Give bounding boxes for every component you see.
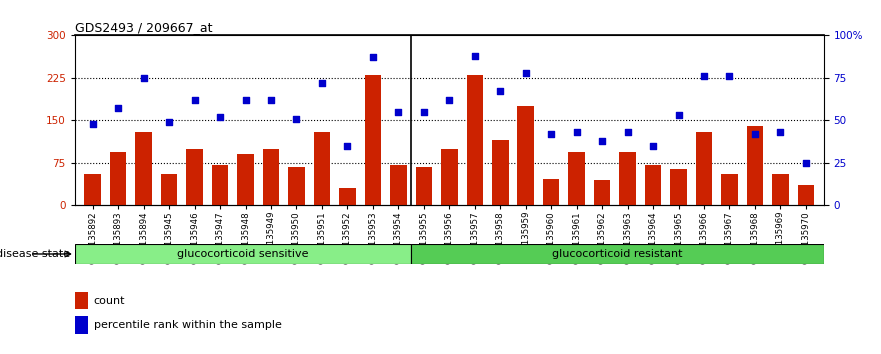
Point	[85, 121, 100, 127]
Point	[391, 109, 405, 115]
Bar	[416, 167, 432, 205]
Point	[111, 105, 125, 111]
Point	[264, 97, 278, 103]
Bar	[365, 75, 381, 205]
Point	[544, 131, 559, 137]
Point	[799, 160, 813, 166]
Point	[137, 75, 151, 81]
Text: percentile rank within the sample: percentile rank within the sample	[93, 320, 282, 330]
Point	[188, 97, 202, 103]
Bar	[747, 126, 763, 205]
Point	[213, 114, 227, 120]
Point	[697, 73, 711, 79]
Bar	[136, 132, 152, 205]
Bar	[797, 185, 814, 205]
Point	[774, 130, 788, 135]
Bar	[288, 167, 305, 205]
Bar	[441, 149, 457, 205]
Bar	[619, 152, 636, 205]
Text: glucocorticoid sensitive: glucocorticoid sensitive	[177, 249, 308, 259]
Text: glucocorticoid resistant: glucocorticoid resistant	[552, 249, 683, 259]
Bar	[75, 244, 411, 264]
Bar	[543, 179, 559, 205]
Bar	[263, 149, 279, 205]
Bar	[568, 152, 585, 205]
Bar	[772, 174, 788, 205]
Bar	[594, 180, 611, 205]
Bar	[696, 132, 713, 205]
Bar	[211, 165, 228, 205]
Bar	[492, 140, 508, 205]
Bar	[85, 174, 101, 205]
Point	[417, 109, 431, 115]
Bar	[517, 106, 534, 205]
Point	[722, 73, 737, 79]
Point	[162, 119, 176, 125]
Point	[595, 138, 609, 144]
Bar	[467, 75, 483, 205]
Point	[366, 55, 380, 60]
Bar	[390, 165, 407, 205]
Bar	[237, 154, 254, 205]
Bar	[645, 165, 662, 205]
Point	[315, 80, 329, 86]
Bar	[722, 174, 737, 205]
Point	[290, 116, 304, 121]
Bar	[339, 188, 356, 205]
Point	[468, 53, 482, 59]
Point	[646, 143, 660, 149]
Point	[620, 130, 634, 135]
Bar	[411, 244, 824, 264]
Bar	[186, 149, 203, 205]
Bar	[110, 152, 127, 205]
Point	[519, 70, 533, 76]
Bar	[75, 316, 88, 334]
Point	[570, 130, 584, 135]
Text: disease state: disease state	[0, 249, 70, 259]
Point	[239, 97, 253, 103]
Point	[748, 131, 762, 137]
Point	[442, 97, 456, 103]
Bar	[314, 132, 330, 205]
Bar	[670, 169, 687, 205]
Point	[671, 113, 685, 118]
Point	[493, 88, 507, 94]
Bar	[75, 292, 88, 309]
Text: GDS2493 / 209667_at: GDS2493 / 209667_at	[75, 21, 212, 34]
Text: count: count	[93, 296, 125, 306]
Point	[340, 143, 354, 149]
Bar	[161, 174, 177, 205]
